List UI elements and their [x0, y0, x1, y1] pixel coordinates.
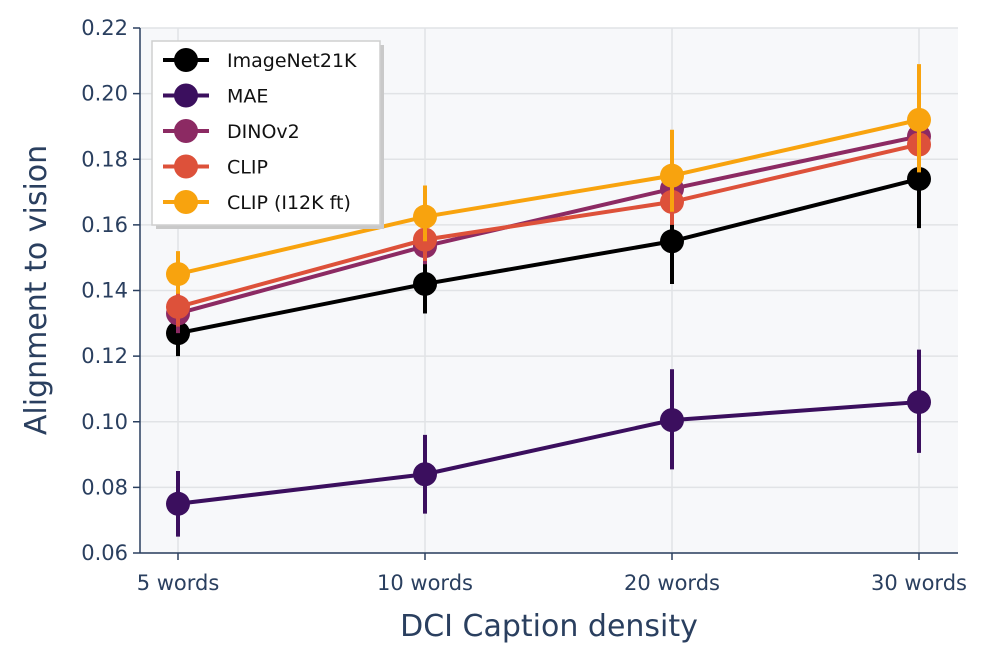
axes	[133, 27, 958, 560]
y-tick-label: 0.22	[81, 16, 128, 40]
x-axis-title: DCI Caption density	[400, 609, 698, 644]
series-line	[177, 117, 920, 277]
y-tick-label: 0.14	[81, 279, 128, 303]
legend-label: CLIP (I12K ft)	[227, 192, 351, 214]
tick-labels: 0.06 0.08 0.10 0.12 0.14 0.16 0.18 0.20 0.22 5 wo…	[81, 16, 967, 595]
series-mae	[166, 349, 931, 537]
series-clip-i12k-ft	[166, 64, 931, 294]
y-axis-title: Alignment to vision	[19, 145, 54, 435]
legend-marker	[174, 154, 198, 179]
data-point	[166, 294, 190, 319]
data-point	[413, 462, 437, 487]
legend-marker	[174, 83, 198, 108]
y-tick-label: 0.06	[81, 541, 128, 565]
x-tick-label: 10 words	[377, 571, 473, 595]
y-tick-label: 0.10	[81, 410, 128, 434]
legend-label: CLIP	[227, 157, 268, 179]
legend-label: MAE	[227, 86, 268, 108]
legend-marker	[174, 190, 198, 214]
y-tick-label: 0.08	[81, 475, 128, 499]
data-point	[907, 107, 931, 132]
legend-marker	[174, 48, 198, 72]
data-point	[166, 262, 190, 287]
legend-marker	[174, 119, 198, 143]
data-point	[660, 229, 684, 254]
y-tick-label: 0.20	[81, 82, 128, 106]
data-point	[660, 163, 684, 188]
data-point	[660, 408, 684, 433]
legend: ImageNet21K MAE DINOv2 CLIP CLIP (I12K ft)	[151, 40, 384, 229]
legend-label: DINOv2	[227, 121, 300, 143]
x-tick-label: 30 words	[871, 571, 967, 595]
series-line	[177, 142, 920, 309]
y-tick-label: 0.12	[81, 344, 128, 368]
series-line	[177, 176, 920, 336]
y-tick-label: 0.16	[81, 213, 128, 237]
data-point	[166, 491, 190, 516]
y-tick-label: 0.18	[81, 147, 128, 171]
series-line	[177, 400, 920, 506]
x-tick-label: 20 words	[624, 571, 720, 595]
legend-label: ImageNet21K	[227, 50, 357, 72]
data-point	[907, 166, 931, 191]
series-line	[177, 134, 920, 316]
data-point	[413, 271, 437, 296]
data-point	[413, 204, 437, 229]
x-tick-label: 5 words	[137, 571, 220, 595]
series-imagenet21k	[166, 142, 931, 357]
series-layer	[166, 64, 931, 537]
data-point	[907, 390, 931, 415]
